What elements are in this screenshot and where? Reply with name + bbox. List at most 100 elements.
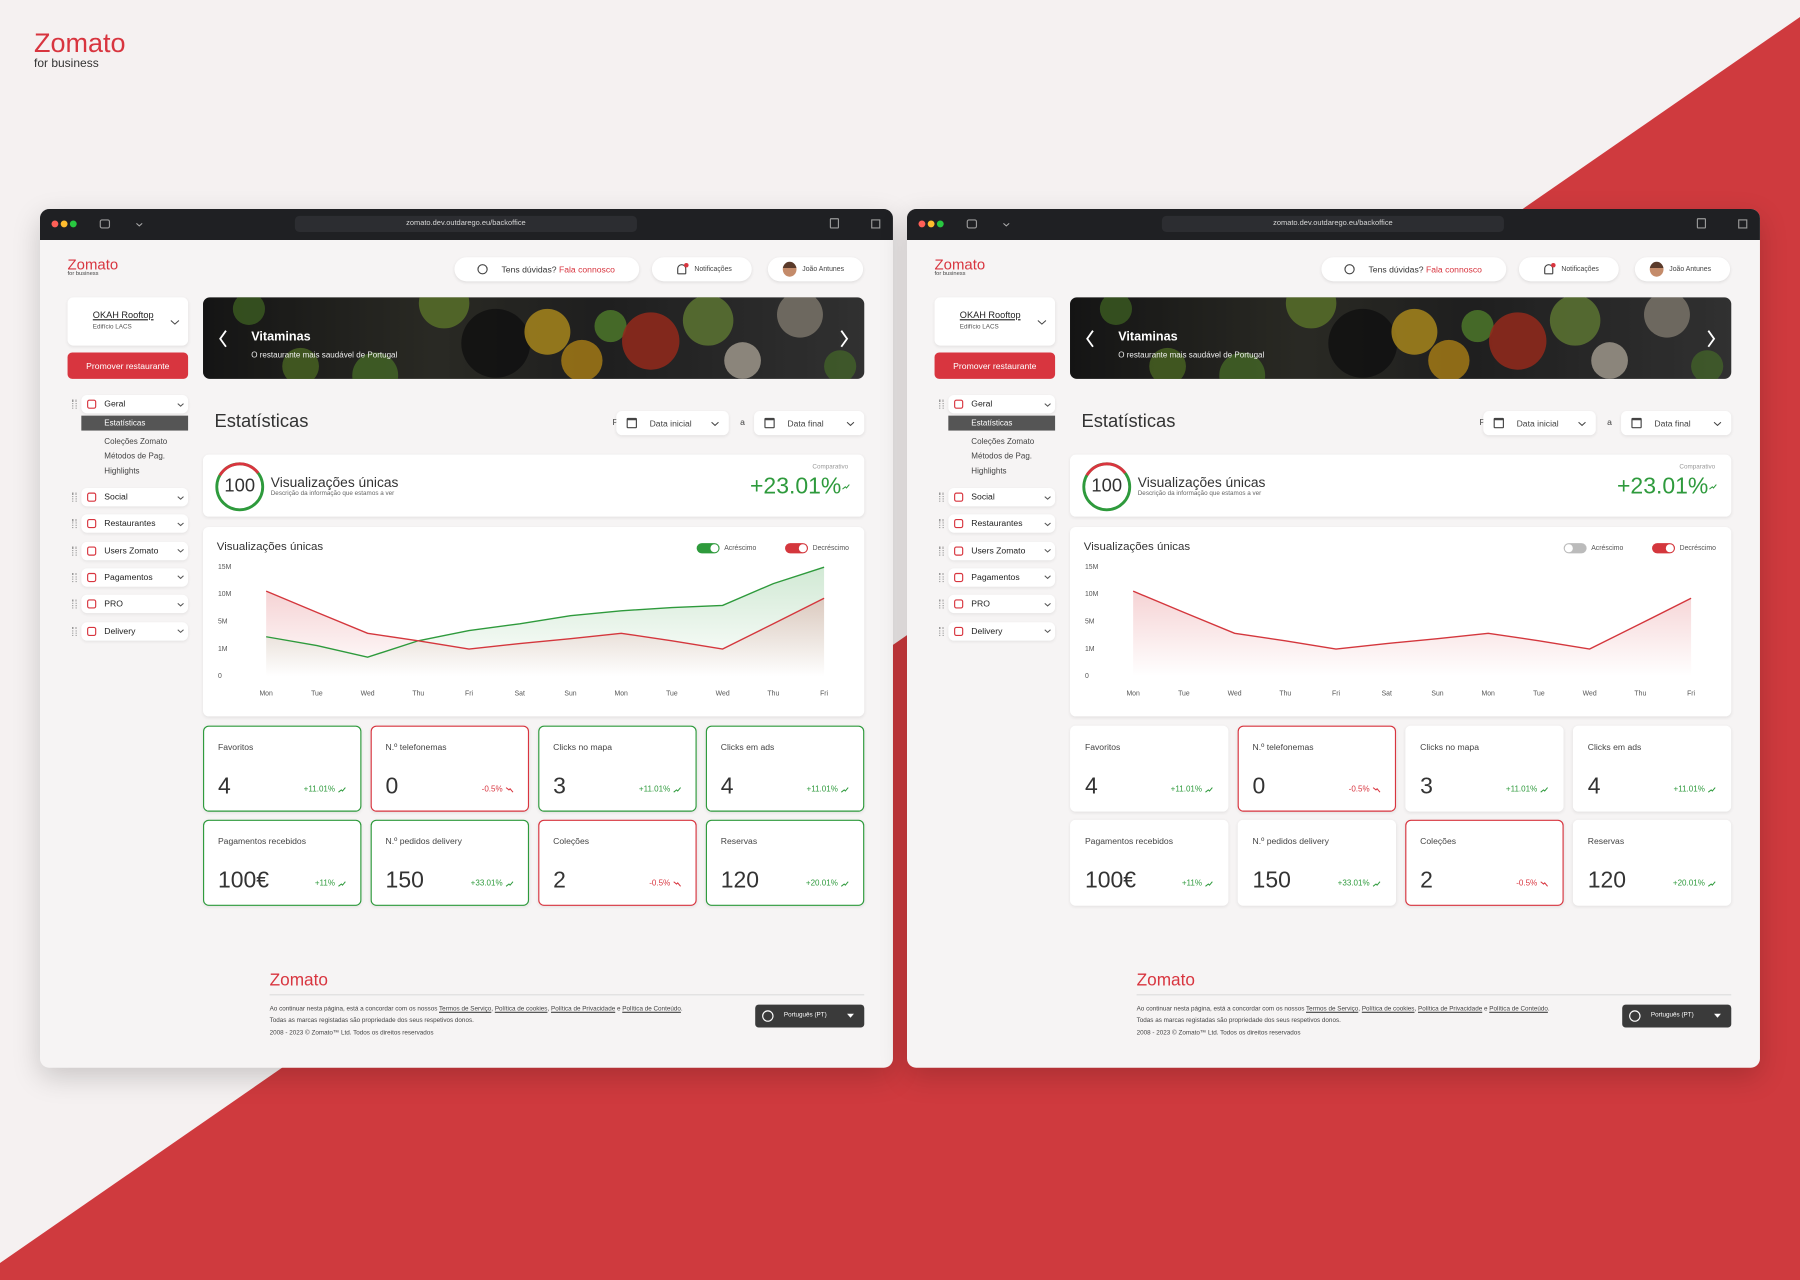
menu-subitem[interactable]: Estatísticas: [971, 419, 1013, 428]
restaurant-selector[interactable]: OKAH Rooftop Edifício LACS: [934, 297, 1056, 346]
window-control[interactable]: [60, 220, 68, 228]
legend-toggle[interactable]: [785, 543, 809, 554]
chevron-shape: [1043, 602, 1051, 607]
chevron-shape: [846, 421, 855, 426]
menu-item[interactable]: [948, 487, 1056, 507]
notifications-pill[interactable]: Notificações: [1518, 257, 1619, 282]
footer-link[interactable]: Política de cookies: [1361, 1005, 1415, 1013]
menu-item[interactable]: [81, 568, 189, 587]
url-bar[interactable]: [294, 215, 637, 232]
window-control[interactable]: [918, 220, 926, 228]
window-control[interactable]: [936, 220, 944, 228]
menu-item[interactable]: [81, 541, 189, 560]
chevron-icon: [1043, 629, 1051, 634]
menu-subitem[interactable]: Highlights: [104, 467, 140, 476]
footer-link[interactable]: Termos de Serviço: [439, 1005, 492, 1013]
legend-label[interactable]: Decréscimo: [812, 544, 849, 552]
restaurant-selector[interactable]: OKAH Rooftop Edifício LACS: [67, 297, 189, 346]
legend-toggle[interactable]: [1563, 543, 1587, 554]
language-button[interactable]: Português (PT): [755, 1004, 865, 1028]
date-picker[interactable]: Data final: [754, 411, 865, 436]
footer-link[interactable]: Política de Conteúdo: [1489, 1005, 1548, 1013]
banner-subtitle: O restaurante mais saudável de Portugal: [1118, 351, 1265, 360]
footer-link[interactable]: Política de Privacidade: [550, 1005, 616, 1013]
banner-prev: [219, 330, 227, 348]
drag-handle: [939, 519, 944, 529]
toolbar-icon[interactable]: [829, 218, 840, 229]
banner-title: Vitaminas: [1118, 330, 1178, 344]
help-pill[interactable]: Tens dúvidas? Fala connosco: [454, 257, 640, 282]
trend-arrow-shape: [505, 787, 514, 793]
menu-subitem-active[interactable]: [81, 415, 189, 431]
menu-item[interactable]: [948, 594, 1056, 614]
window-control[interactable]: [51, 220, 59, 228]
menu-item[interactable]: [81, 394, 189, 414]
x-tick-label: Thu: [1279, 690, 1291, 697]
menu-subitem[interactable]: Coleções Zomato: [971, 438, 1035, 447]
menu-item[interactable]: [81, 621, 189, 641]
menu-subitem[interactable]: Coleções Zomato: [104, 438, 168, 447]
trend-arrow-shape: [1372, 787, 1381, 793]
legend-toggle[interactable]: [696, 543, 720, 554]
footer-link[interactable]: Política de cookies: [494, 1005, 548, 1013]
date-picker[interactable]: Data inicial: [1483, 411, 1596, 436]
menu-item[interactable]: [948, 514, 1056, 534]
date-picker[interactable]: Data final: [1621, 411, 1732, 436]
user-pill[interactable]: João Antunes: [1634, 257, 1731, 282]
legend-label[interactable]: Acréscimo: [724, 544, 757, 552]
url-bar[interactable]: [1161, 215, 1504, 232]
window-control[interactable]: [927, 220, 935, 228]
promote-button[interactable]: Promover restaurante: [934, 352, 1056, 379]
trend-arrow: [338, 881, 346, 887]
menu-item[interactable]: [948, 568, 1056, 587]
legend-label[interactable]: Decréscimo: [1679, 544, 1716, 552]
footer-link[interactable]: Termos de Serviço: [1306, 1005, 1359, 1013]
menu-subitem[interactable]: Métodos de Pag.: [104, 452, 166, 461]
x-tick-label: Mon: [1482, 690, 1496, 697]
language-button[interactable]: Português (PT): [1622, 1004, 1732, 1028]
legend-toggle[interactable]: [1652, 543, 1676, 554]
menu-item[interactable]: [81, 487, 189, 507]
help-link[interactable]: Fala connosco: [1425, 263, 1482, 275]
menu-item[interactable]: [948, 541, 1056, 560]
toolbar-icon[interactable]: [1738, 219, 1748, 229]
legend-label[interactable]: Acréscimo: [1591, 544, 1624, 552]
window-control[interactable]: [69, 220, 77, 228]
menu-item[interactable]: [948, 621, 1056, 641]
help-question: Tens dúvidas?: [501, 263, 557, 275]
menu-item[interactable]: [948, 394, 1056, 414]
chevron-shape: [176, 602, 184, 607]
user-pill[interactable]: João Antunes: [767, 257, 864, 282]
footer-copyright: 2008 - 2023 © Zomato™ Ltd. Todos os dire…: [269, 1030, 434, 1037]
chevron-shape: [1713, 421, 1722, 426]
footer-link[interactable]: Política de Privacidade: [1417, 1005, 1483, 1013]
trend-arrow-shape: [673, 881, 681, 887]
metric-label: N.º telefonemas: [385, 741, 447, 753]
toolbar-icon[interactable]: [966, 219, 978, 229]
footer-text: ,: [1358, 1005, 1362, 1013]
menu-subitem[interactable]: Métodos de Pag.: [971, 452, 1033, 461]
notifications-pill[interactable]: Notificações: [651, 257, 752, 282]
menu-subitem[interactable]: Highlights: [971, 467, 1007, 476]
bell-icon: [1544, 264, 1554, 275]
menu-subitem[interactable]: Estatísticas: [104, 419, 146, 428]
help-link[interactable]: Fala connosco: [558, 263, 615, 275]
toolbar-icon[interactable]: [1696, 218, 1707, 229]
menu-subitem-active[interactable]: [948, 415, 1056, 431]
footer-link[interactable]: Política de Conteúdo: [622, 1005, 681, 1013]
menu-item[interactable]: [81, 514, 189, 534]
banner[interactable]: Vitaminas O restaurante mais saudável de …: [203, 297, 865, 379]
banner-food: [622, 312, 680, 370]
toolbar-icon[interactable]: [871, 219, 881, 229]
promote-button[interactable]: Promover restaurante: [67, 352, 189, 379]
menu-item[interactable]: [81, 594, 189, 614]
toolbar-icon[interactable]: [99, 219, 111, 229]
date-picker[interactable]: Data inicial: [616, 411, 729, 436]
banner-food: [1219, 352, 1266, 379]
chevron-icon: [1043, 495, 1051, 500]
banner[interactable]: Vitaminas O restaurante mais saudável de …: [1070, 297, 1732, 379]
help-pill[interactable]: Tens dúvidas? Fala connosco: [1321, 257, 1507, 282]
drag-handle: [72, 546, 77, 556]
summary-card: 100 Visualizações únicas Descrição da info…: [203, 454, 865, 517]
